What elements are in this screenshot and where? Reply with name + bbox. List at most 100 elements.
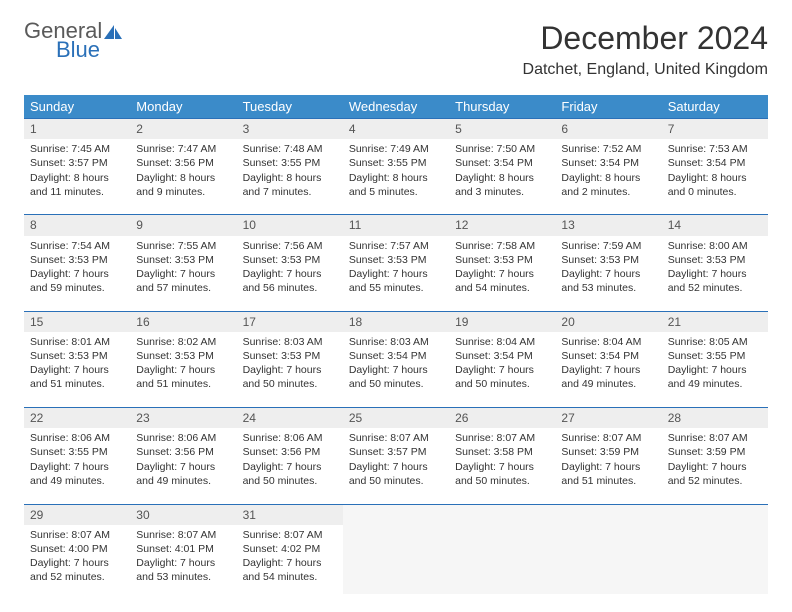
- day-content-cell: Sunrise: 8:07 AMSunset: 4:00 PMDaylight:…: [24, 525, 130, 595]
- page-title: December 2024: [523, 20, 768, 57]
- day-number-cell: 21: [662, 311, 768, 332]
- day-content-cell: Sunrise: 8:04 AMSunset: 3:54 PMDaylight:…: [555, 332, 661, 402]
- daylight-text-2: and 57 minutes.: [136, 281, 230, 295]
- day-content-cell: Sunrise: 7:52 AMSunset: 3:54 PMDaylight:…: [555, 139, 661, 209]
- daylight-text-1: Daylight: 7 hours: [668, 363, 762, 377]
- calendar-body: 1234567Sunrise: 7:45 AMSunset: 3:57 PMDa…: [24, 119, 768, 595]
- daylight-text-2: and 54 minutes.: [243, 570, 337, 584]
- daylight-text-2: and 7 minutes.: [243, 185, 337, 199]
- daylight-text-1: Daylight: 7 hours: [561, 460, 655, 474]
- daylight-text-1: Daylight: 8 hours: [455, 171, 549, 185]
- daylight-text-1: Daylight: 8 hours: [30, 171, 124, 185]
- sunrise-text: Sunrise: 8:06 AM: [243, 431, 337, 445]
- day-number-cell: 28: [662, 408, 768, 429]
- daylight-text-2: and 59 minutes.: [30, 281, 124, 295]
- daylight-text-1: Daylight: 7 hours: [243, 267, 337, 281]
- day-number-cell: 3: [237, 119, 343, 140]
- daylight-text-2: and 50 minutes.: [243, 377, 337, 391]
- weekday-header: Thursday: [449, 95, 555, 119]
- sunrise-text: Sunrise: 8:03 AM: [349, 335, 443, 349]
- day-number-cell: 19: [449, 311, 555, 332]
- daylight-text-2: and 55 minutes.: [349, 281, 443, 295]
- sunset-text: Sunset: 3:57 PM: [30, 156, 124, 170]
- day-content-cell: Sunrise: 7:50 AMSunset: 3:54 PMDaylight:…: [449, 139, 555, 209]
- day-content-cell: Sunrise: 8:05 AMSunset: 3:55 PMDaylight:…: [662, 332, 768, 402]
- day-number-row: 22232425262728: [24, 408, 768, 429]
- sunset-text: Sunset: 3:54 PM: [668, 156, 762, 170]
- day-number-cell: 31: [237, 504, 343, 525]
- day-number-cell: 30: [130, 504, 236, 525]
- daylight-text-1: Daylight: 7 hours: [349, 267, 443, 281]
- day-number-row: 891011121314: [24, 215, 768, 236]
- day-content-cell: Sunrise: 8:04 AMSunset: 3:54 PMDaylight:…: [449, 332, 555, 402]
- daylight-text-2: and 0 minutes.: [668, 185, 762, 199]
- daylight-text-2: and 52 minutes.: [668, 281, 762, 295]
- day-number-cell: 18: [343, 311, 449, 332]
- sunrise-text: Sunrise: 7:56 AM: [243, 239, 337, 253]
- daylight-text-2: and 51 minutes.: [30, 377, 124, 391]
- sunset-text: Sunset: 3:59 PM: [668, 445, 762, 459]
- day-content-cell: Sunrise: 8:03 AMSunset: 3:53 PMDaylight:…: [237, 332, 343, 402]
- daylight-text-2: and 51 minutes.: [561, 474, 655, 488]
- daylight-text-1: Daylight: 7 hours: [136, 267, 230, 281]
- sunrise-text: Sunrise: 8:05 AM: [668, 335, 762, 349]
- daylight-text-2: and 9 minutes.: [136, 185, 230, 199]
- day-number-cell: 24: [237, 408, 343, 429]
- day-content-cell: Sunrise: 8:07 AMSunset: 3:59 PMDaylight:…: [555, 428, 661, 498]
- sunrise-text: Sunrise: 8:07 AM: [30, 528, 124, 542]
- sunset-text: Sunset: 3:54 PM: [455, 349, 549, 363]
- daylight-text-2: and 50 minutes.: [455, 474, 549, 488]
- day-content-cell: Sunrise: 7:55 AMSunset: 3:53 PMDaylight:…: [130, 236, 236, 306]
- sunrise-text: Sunrise: 8:07 AM: [349, 431, 443, 445]
- sunset-text: Sunset: 3:53 PM: [30, 253, 124, 267]
- day-number-cell: 1: [24, 119, 130, 140]
- sunset-text: Sunset: 3:55 PM: [30, 445, 124, 459]
- day-content-cell: Sunrise: 8:06 AMSunset: 3:56 PMDaylight:…: [130, 428, 236, 498]
- day-content-cell: Sunrise: 8:02 AMSunset: 3:53 PMDaylight:…: [130, 332, 236, 402]
- day-number-cell: [555, 504, 661, 525]
- daylight-text-2: and 50 minutes.: [349, 377, 443, 391]
- daylight-text-2: and 54 minutes.: [455, 281, 549, 295]
- daylight-text-2: and 49 minutes.: [136, 474, 230, 488]
- sunset-text: Sunset: 3:53 PM: [561, 253, 655, 267]
- sunset-text: Sunset: 3:53 PM: [136, 349, 230, 363]
- day-content-cell: Sunrise: 8:07 AMSunset: 3:59 PMDaylight:…: [662, 428, 768, 498]
- day-content-cell: Sunrise: 7:57 AMSunset: 3:53 PMDaylight:…: [343, 236, 449, 306]
- day-content-cell: Sunrise: 8:07 AMSunset: 4:01 PMDaylight:…: [130, 525, 236, 595]
- weekday-header: Saturday: [662, 95, 768, 119]
- day-number-cell: 26: [449, 408, 555, 429]
- daylight-text-2: and 52 minutes.: [668, 474, 762, 488]
- sunrise-text: Sunrise: 7:50 AM: [455, 142, 549, 156]
- daylight-text-2: and 49 minutes.: [668, 377, 762, 391]
- sunrise-text: Sunrise: 8:01 AM: [30, 335, 124, 349]
- sunset-text: Sunset: 4:02 PM: [243, 542, 337, 556]
- day-content-cell: Sunrise: 7:48 AMSunset: 3:55 PMDaylight:…: [237, 139, 343, 209]
- sunrise-text: Sunrise: 8:00 AM: [668, 239, 762, 253]
- daylight-text-1: Daylight: 7 hours: [243, 460, 337, 474]
- sunrise-text: Sunrise: 7:48 AM: [243, 142, 337, 156]
- day-number-cell: 8: [24, 215, 130, 236]
- day-number-cell: 9: [130, 215, 236, 236]
- sunrise-text: Sunrise: 8:07 AM: [561, 431, 655, 445]
- day-content-cell: Sunrise: 8:06 AMSunset: 3:56 PMDaylight:…: [237, 428, 343, 498]
- sunset-text: Sunset: 3:57 PM: [349, 445, 443, 459]
- day-content-cell: Sunrise: 8:07 AMSunset: 3:57 PMDaylight:…: [343, 428, 449, 498]
- title-block: December 2024 Datchet, England, United K…: [523, 20, 768, 79]
- sunset-text: Sunset: 3:53 PM: [30, 349, 124, 363]
- sunset-text: Sunset: 3:55 PM: [349, 156, 443, 170]
- day-number-cell: 6: [555, 119, 661, 140]
- sunset-text: Sunset: 3:58 PM: [455, 445, 549, 459]
- day-number-cell: 12: [449, 215, 555, 236]
- sunrise-text: Sunrise: 7:54 AM: [30, 239, 124, 253]
- sunrise-text: Sunrise: 8:04 AM: [455, 335, 549, 349]
- day-number-cell: [343, 504, 449, 525]
- daylight-text-2: and 3 minutes.: [455, 185, 549, 199]
- day-number-cell: 11: [343, 215, 449, 236]
- sunrise-text: Sunrise: 8:04 AM: [561, 335, 655, 349]
- day-number-cell: [449, 504, 555, 525]
- sunrise-text: Sunrise: 7:47 AM: [136, 142, 230, 156]
- day-content-cell: Sunrise: 8:07 AMSunset: 3:58 PMDaylight:…: [449, 428, 555, 498]
- day-content-cell: Sunrise: 7:45 AMSunset: 3:57 PMDaylight:…: [24, 139, 130, 209]
- location-text: Datchet, England, United Kingdom: [523, 61, 768, 79]
- daylight-text-2: and 56 minutes.: [243, 281, 337, 295]
